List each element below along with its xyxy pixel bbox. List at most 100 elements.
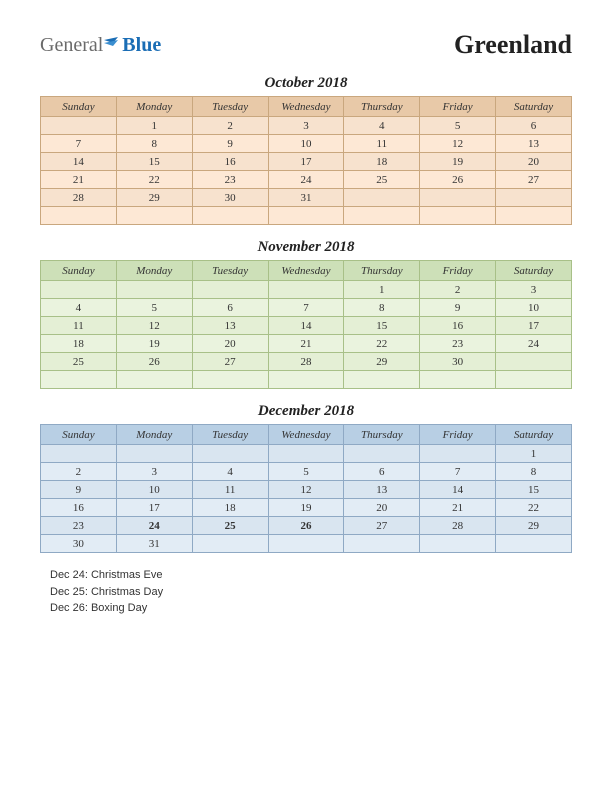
day-header: Monday [116, 261, 192, 281]
calendar-cell [268, 371, 344, 389]
calendar-cell [344, 535, 420, 553]
calendar-cell: 29 [344, 353, 420, 371]
logo-text-general: General [40, 34, 103, 57]
day-header: Tuesday [192, 261, 268, 281]
calendar-cell: 23 [192, 171, 268, 189]
calendar-cell: 27 [496, 171, 572, 189]
calendar-table: SundayMondayTuesdayWednesdayThursdayFrid… [40, 424, 572, 553]
calendar-cell: 10 [268, 135, 344, 153]
calendar-cell: 7 [41, 135, 117, 153]
calendar-cell: 29 [496, 517, 572, 535]
calendar-cell [116, 207, 192, 225]
calendar-cell: 9 [420, 299, 496, 317]
calendar-cell [41, 207, 117, 225]
calendar-block: November 2018 SundayMondayTuesdayWednesda… [40, 239, 572, 389]
calendar-cell: 9 [192, 135, 268, 153]
calendar-cell: 1 [116, 117, 192, 135]
day-header: Friday [420, 97, 496, 117]
calendar-cell: 18 [344, 153, 420, 171]
holiday-notes: Dec 24: Christmas Eve Dec 25: Christmas … [50, 567, 572, 617]
note-line: Dec 24: Christmas Eve [50, 567, 572, 584]
calendar-block: December 2018SundayMondayTuesdayWednesda… [40, 403, 572, 553]
calendar-cell: 26 [116, 353, 192, 371]
calendar-cell: 17 [496, 317, 572, 335]
calendar-cell: 13 [192, 317, 268, 335]
calendar-table: SundayMondayTuesdayWednesdayThursdayFrid… [40, 260, 572, 389]
calendar-cell: 14 [41, 153, 117, 171]
calendar-cell: 16 [192, 153, 268, 171]
day-header: Wednesday [268, 97, 344, 117]
calendar-cell: 21 [268, 335, 344, 353]
calendar-cell: 22 [344, 335, 420, 353]
day-header: Sunday [41, 97, 117, 117]
calendar-cell: 20 [344, 499, 420, 517]
calendar-cell: 10 [116, 481, 192, 499]
calendar-cell: 26 [420, 171, 496, 189]
calendar-cell: 3 [116, 463, 192, 481]
calendar-cell [496, 371, 572, 389]
calendar-cell [192, 371, 268, 389]
calendars-container: October 2018SundayMondayTuesdayWednesday… [40, 75, 572, 553]
day-header: Wednesday [268, 261, 344, 281]
calendar-cell: 8 [496, 463, 572, 481]
calendar-cell [192, 207, 268, 225]
calendar-cell: 12 [420, 135, 496, 153]
calendar-cell: 13 [496, 135, 572, 153]
calendar-cell: 27 [192, 353, 268, 371]
calendar-cell: 18 [41, 335, 117, 353]
calendar-table: SundayMondayTuesdayWednesdayThursdayFrid… [40, 96, 572, 225]
day-header: Friday [420, 425, 496, 445]
day-header: Saturday [496, 261, 572, 281]
calendar-cell: 5 [420, 117, 496, 135]
calendar-cell: 2 [192, 117, 268, 135]
calendar-cell [344, 189, 420, 207]
day-header: Sunday [41, 425, 117, 445]
calendar-cell: 6 [344, 463, 420, 481]
calendar-cell: 21 [41, 171, 117, 189]
logo: General Blue [40, 34, 161, 57]
calendar-cell: 4 [344, 117, 420, 135]
calendar-cell: 3 [496, 281, 572, 299]
calendar-cell [268, 207, 344, 225]
calendar-cell: 7 [420, 463, 496, 481]
page-header: General Blue Greenland [40, 30, 572, 60]
calendar-cell: 1 [496, 445, 572, 463]
calendar-cell: 15 [116, 153, 192, 171]
day-header: Monday [116, 97, 192, 117]
day-header: Tuesday [192, 425, 268, 445]
day-header: Saturday [496, 425, 572, 445]
calendar-cell [192, 445, 268, 463]
calendar-cell: 21 [420, 499, 496, 517]
calendar-cell [420, 535, 496, 553]
calendar-cell: 22 [116, 171, 192, 189]
calendar-cell [116, 445, 192, 463]
calendar-cell [496, 535, 572, 553]
calendar-cell: 20 [192, 335, 268, 353]
calendar-title: November 2018 [40, 239, 572, 256]
calendar-cell [192, 535, 268, 553]
calendar-cell: 11 [192, 481, 268, 499]
calendar-cell: 27 [344, 517, 420, 535]
calendar-cell: 16 [41, 499, 117, 517]
calendar-cell: 10 [496, 299, 572, 317]
calendar-cell [420, 445, 496, 463]
calendar-cell [116, 371, 192, 389]
day-header: Thursday [344, 261, 420, 281]
calendar-cell [344, 207, 420, 225]
calendar-cell: 28 [268, 353, 344, 371]
day-header: Wednesday [268, 425, 344, 445]
calendar-cell: 31 [268, 189, 344, 207]
calendar-cell [268, 535, 344, 553]
calendar-title: October 2018 [40, 75, 572, 92]
logo-text-blue: Blue [122, 34, 161, 57]
calendar-cell: 26 [268, 517, 344, 535]
calendar-cell: 25 [192, 517, 268, 535]
calendar-cell [41, 117, 117, 135]
calendar-cell: 24 [116, 517, 192, 535]
calendar-cell [268, 281, 344, 299]
calendar-cell [420, 371, 496, 389]
day-header: Thursday [344, 425, 420, 445]
calendar-cell: 24 [268, 171, 344, 189]
calendar-cell: 8 [344, 299, 420, 317]
calendar-cell: 12 [268, 481, 344, 499]
